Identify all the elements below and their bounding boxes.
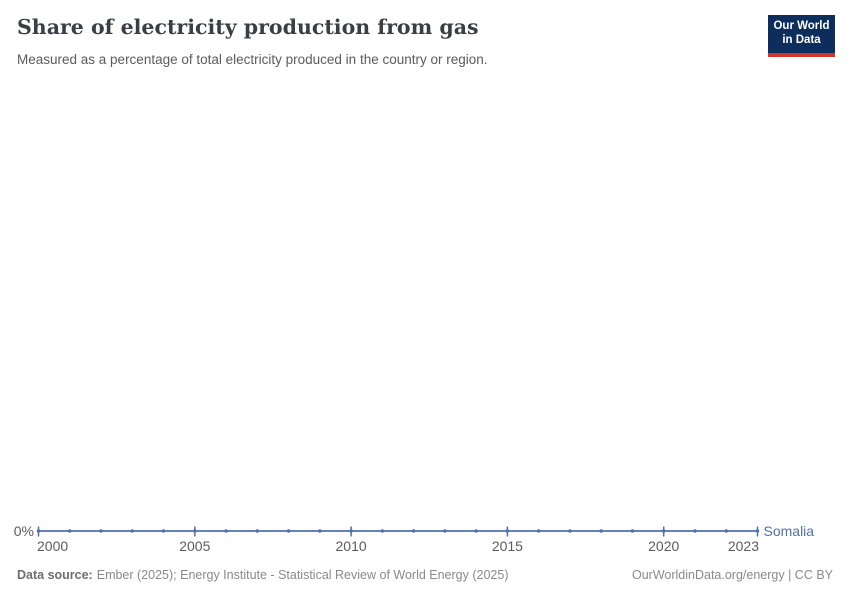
data-point: [99, 529, 103, 533]
data-point: [380, 529, 385, 533]
x-axis-tick-label: 2010: [336, 538, 367, 554]
data-point: [286, 529, 291, 533]
data-source-value: Ember (2025); Energy Institute - Statist…: [96, 568, 509, 582]
data-point: [68, 529, 72, 533]
x-axis-tick-label: 2005: [179, 538, 210, 554]
data-point: [693, 529, 697, 533]
data-point: [161, 529, 166, 533]
data-point: [724, 529, 728, 533]
data-point: [411, 529, 416, 533]
data-point: [474, 529, 478, 533]
chart-footer: Data source: Ember (2025); Energy Institu…: [17, 568, 833, 583]
owid-logo-line1: Our World: [773, 20, 830, 32]
chart-subtitle: Measured as a percentage of total electr…: [17, 52, 488, 67]
data-source-note: Data source: Ember (2025); Energy Institu…: [17, 568, 508, 583]
data-point: [568, 529, 572, 533]
owid-logo: Our World in Data: [768, 15, 835, 57]
data-point: [318, 529, 322, 533]
y-axis-tick-label: 0%: [14, 523, 34, 539]
owid-logo-line2: in Data: [782, 33, 821, 46]
x-axis-tick-label: 2023: [728, 538, 759, 554]
data-point: [130, 529, 134, 533]
data-point: [255, 529, 260, 533]
credit-note: OurWorldinData.org/energy | CC BY: [631, 568, 833, 582]
series-label: Somalia: [764, 523, 815, 539]
data-point: [443, 529, 447, 533]
x-axis-tick-label: 2020: [648, 538, 679, 554]
x-axis-tick-label: 2015: [492, 538, 523, 554]
data-point: [630, 529, 635, 533]
page-title: Share of electricity production from gas: [17, 15, 479, 39]
data-point: [224, 529, 228, 533]
data-source-label: Data source:: [17, 568, 93, 582]
data-point: [599, 529, 603, 533]
data-point: [536, 529, 541, 533]
x-axis-tick-label: 2000: [37, 538, 68, 554]
